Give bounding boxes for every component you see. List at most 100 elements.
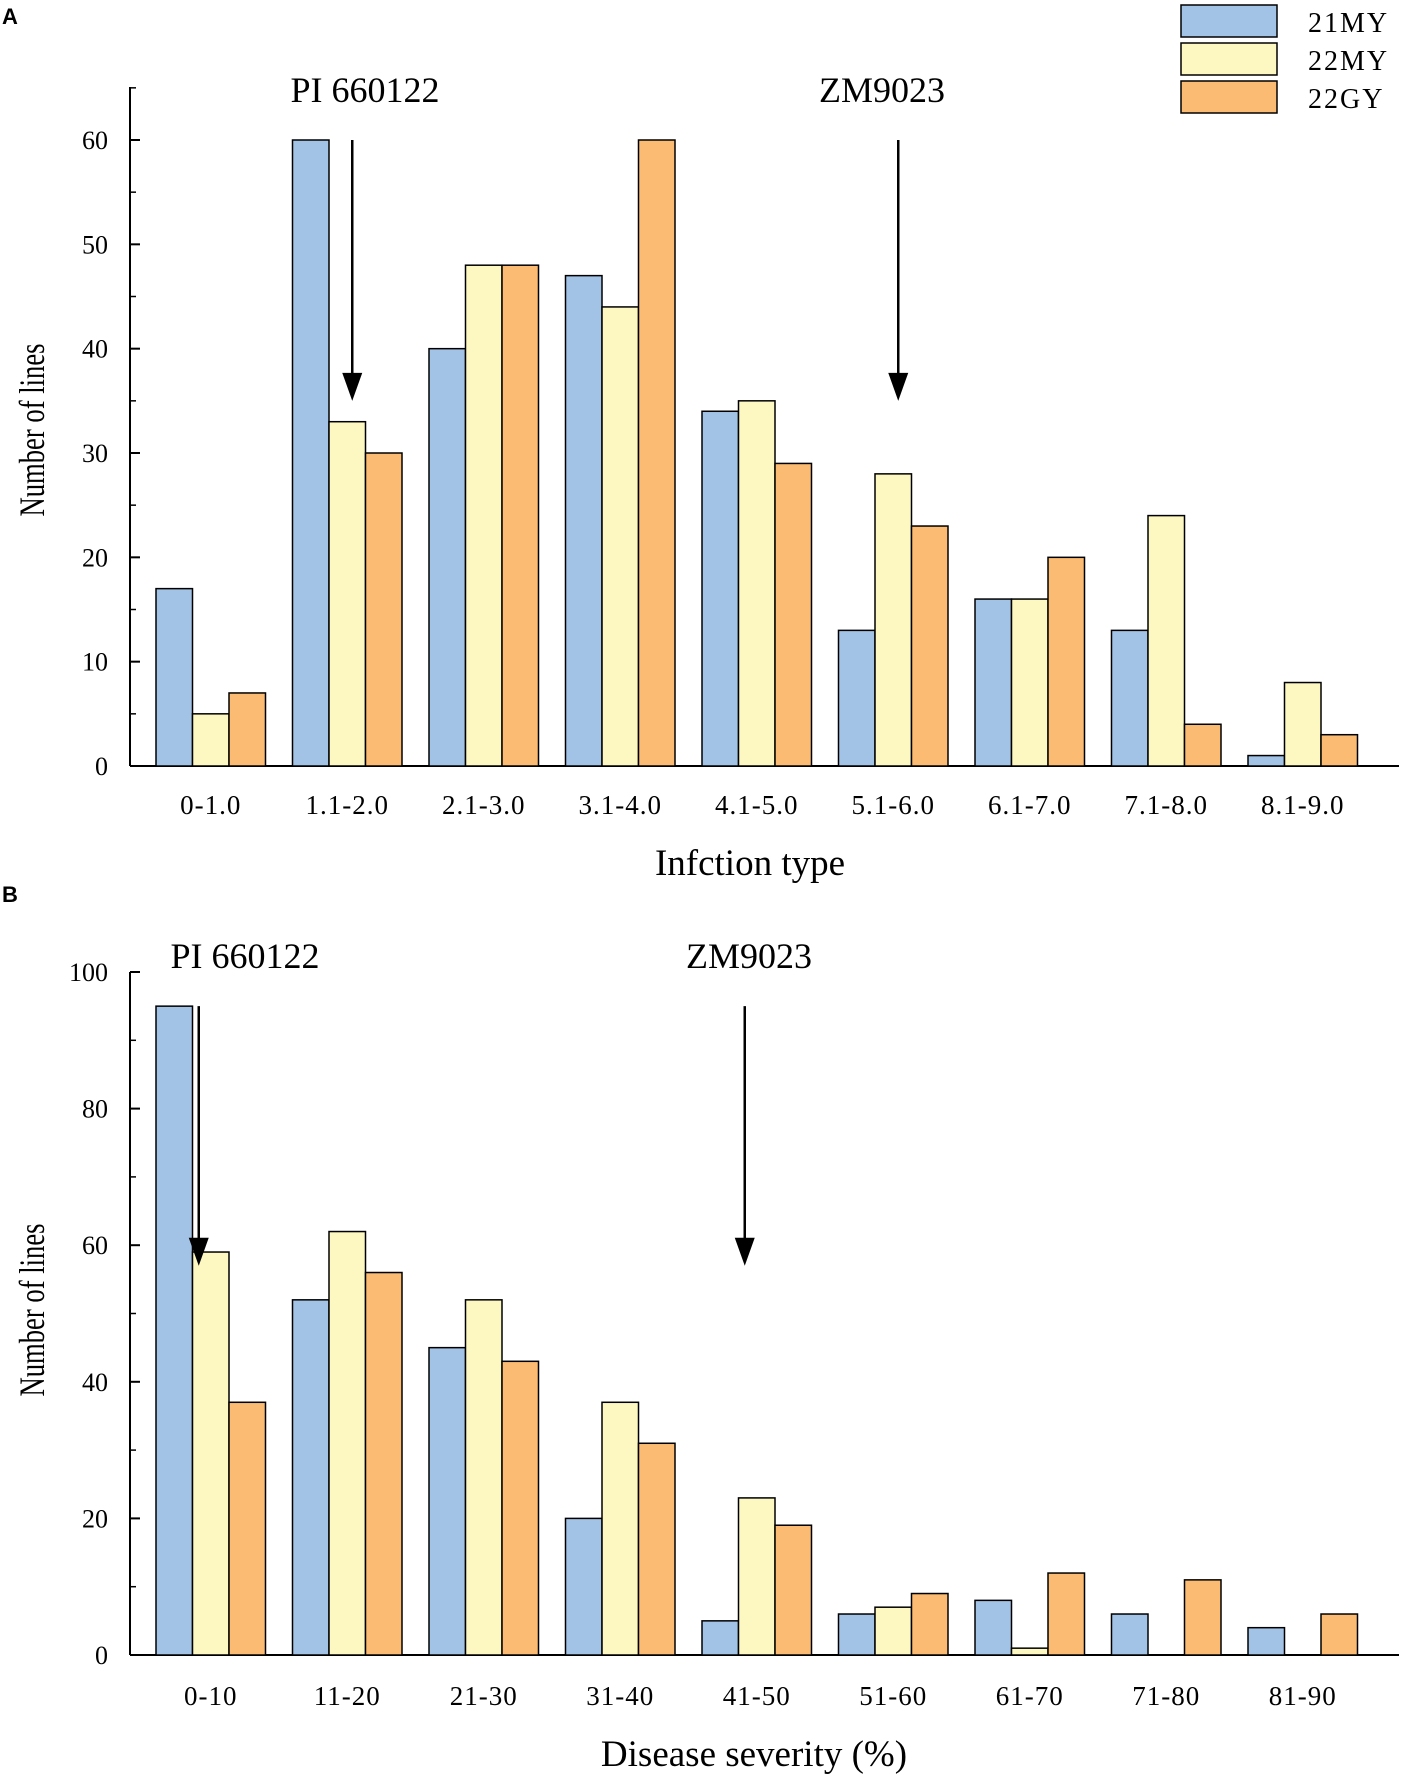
chart-b-annotations: PI 660122 ZM9023	[170, 936, 812, 1266]
chart-b-bar-22my-4	[737, 1497, 776, 1656]
chart-b-ytick-label: 60	[82, 1231, 108, 1260]
chart-a-category-label: 0-1.0	[180, 790, 241, 820]
chart-b-category-label: 71-80	[1132, 1681, 1200, 1711]
chart-b-category-label: 31-40	[586, 1681, 654, 1711]
legend: 21MY 22MY 22GY	[1180, 4, 1389, 115]
chart-a-ytick-label: 20	[82, 543, 108, 572]
chart-a-annotation-arrowhead	[342, 372, 363, 401]
chart-b-bar-21my-5	[837, 1613, 876, 1656]
chart-b-annotation-arrowhead	[734, 1237, 755, 1266]
chart-a-category-label: 3.1-4.0	[579, 790, 663, 820]
chart-a-bar-22my-1	[328, 420, 367, 767]
chart-a-bar-22my-2	[464, 264, 503, 767]
chart-b-bar-22my-5	[874, 1606, 913, 1656]
chart-b-y-title: Number of lines	[12, 1223, 52, 1396]
chart-b-ytick-label: 80	[82, 1095, 108, 1124]
chart-b-bar-21my-6	[974, 1599, 1013, 1656]
legend-label-22gy: 22GY	[1308, 84, 1384, 115]
chart-b-bar-22my-3	[601, 1401, 640, 1656]
chart-b-bar-22gy-0	[228, 1401, 267, 1656]
chart-b-ytick-label: 0	[95, 1641, 108, 1670]
chart-a-bar-21my-5	[837, 629, 876, 767]
chart-a-y-ticks: 0 10 20 30 40 50 60	[82, 87, 140, 781]
chart-b-bar-22gy-2	[501, 1360, 540, 1656]
chart-b-bar-21my-7	[1110, 1613, 1149, 1656]
chart-a-annotation-label: ZM9023	[819, 70, 945, 110]
chart-b-bars	[155, 1005, 1359, 1656]
chart-a-bar-22gy-8	[1320, 733, 1359, 767]
chart-a-ytick-label: 50	[82, 230, 108, 259]
legend-label-21my: 21MY	[1308, 8, 1389, 39]
chart-a-categories: 0-1.0 1.1-2.0 2.1-3.0 3.1-4.0 4.1-5.0 5.1-6.0…	[180, 790, 1345, 820]
chart-b-bar-22gy-7	[1183, 1579, 1222, 1656]
chart-b-y-ticks: 0 20 40 60 80 100	[69, 958, 140, 1670]
chart-b-ytick-label: 100	[69, 958, 108, 987]
chart-a-category-label: 5.1-6.0	[852, 790, 936, 820]
legend-label-22my: 22MY	[1308, 46, 1389, 77]
chart-a-bar-22my-5	[874, 473, 913, 767]
chart-b-annotation-label: PI 660122	[170, 936, 319, 976]
chart-a-bar-22my-6	[1010, 598, 1049, 767]
chart-b-bar-22my-6	[1010, 1647, 1049, 1656]
chart-b-bar-21my-2	[428, 1346, 467, 1656]
chart-a-annotation-label: PI 660122	[290, 70, 439, 110]
chart-a-category-label: 8.1-9.0	[1261, 790, 1345, 820]
chart-b-annotation-arrowhead	[188, 1237, 209, 1266]
chart-b-bar-22my-1	[328, 1230, 367, 1656]
chart-b-ytick-label: 40	[82, 1368, 108, 1397]
chart-b: 0 20 40 60 80 100 0-10 11-20 21-30 31-40 41-50 51-…	[12, 936, 1399, 1775]
chart-a-bar-21my-2	[428, 347, 467, 767]
chart-a-bar-22my-8	[1283, 681, 1322, 767]
chart-a-bar-22my-4	[737, 400, 776, 767]
panel-b-letter: B	[2, 882, 18, 907]
chart-a-category-label: 6.1-7.0	[988, 790, 1072, 820]
chart-a-category-label: 1.1-2.0	[306, 790, 390, 820]
chart-b-bar-21my-4	[701, 1620, 740, 1656]
chart-b-bar-21my-1	[291, 1299, 330, 1656]
chart-a-bar-22gy-5	[910, 525, 949, 767]
chart-a-bar-21my-8	[1247, 754, 1286, 767]
chart-b-category-label: 21-30	[450, 1681, 518, 1711]
chart-a-bar-22gy-1	[364, 452, 403, 767]
legend-swatch-22gy	[1180, 80, 1278, 114]
chart-a-annotations: PI 660122 ZM9023	[290, 70, 945, 401]
chart-a-x-title: Infction type	[655, 843, 845, 884]
chart-a-ytick-label: 30	[82, 439, 108, 468]
chart-b-bar-22my-0	[191, 1251, 230, 1656]
chart-b-bar-22gy-4	[774, 1524, 813, 1656]
chart-b-categories: 0-10 11-20 21-30 31-40 41-50 51-60 61-70 71-80 8…	[184, 1681, 1336, 1711]
chart-a-y-title: Number of lines	[12, 343, 52, 516]
chart-b-bar-21my-3	[564, 1517, 603, 1656]
chart-a-annotation-arrowhead	[888, 372, 909, 401]
chart-a-category-label: 7.1-8.0	[1125, 790, 1209, 820]
chart-a-bar-22gy-0	[228, 692, 267, 767]
chart-a-ytick-label: 40	[82, 335, 108, 364]
chart-b-category-label: 41-50	[723, 1681, 791, 1711]
chart-a-bar-21my-3	[564, 274, 603, 767]
chart-b-bar-22my-2	[464, 1299, 503, 1656]
chart-a-bar-22my-3	[601, 306, 640, 767]
chart-a-bar-22my-0	[191, 713, 230, 767]
chart-b-bar-21my-8	[1247, 1626, 1286, 1656]
chart-a-bar-22my-7	[1147, 514, 1186, 767]
chart-a-bar-22gy-2	[501, 264, 540, 767]
chart-a-bar-22gy-6	[1047, 556, 1086, 767]
chart-b-annotation-label: ZM9023	[686, 936, 812, 976]
chart-a-bar-22gy-4	[774, 462, 813, 767]
chart-b-bar-22gy-3	[637, 1442, 676, 1656]
chart-b-category-label: 51-60	[859, 1681, 927, 1711]
chart-a-ytick-label: 60	[82, 126, 108, 155]
chart-b-bar-22gy-5	[910, 1592, 949, 1656]
chart-b-category-label: 0-10	[184, 1681, 238, 1711]
chart-a-category-label: 2.1-3.0	[442, 790, 526, 820]
chart-b-ytick-label: 20	[82, 1504, 108, 1533]
legend-swatch-21my	[1180, 4, 1278, 38]
chart-a-bars	[155, 139, 1359, 767]
chart-a-bar-21my-0	[155, 587, 194, 767]
chart-a-bar-21my-4	[701, 410, 740, 767]
chart-a-ytick-label: 10	[82, 648, 108, 677]
chart-a-category-label: 4.1-5.0	[715, 790, 799, 820]
chart-a-bar-21my-1	[291, 139, 330, 767]
chart-a: 0 10 20 30 40 50 60 0-1.0 1.1-2.0 2.1-3.0 3.1-4.0…	[12, 70, 1399, 884]
